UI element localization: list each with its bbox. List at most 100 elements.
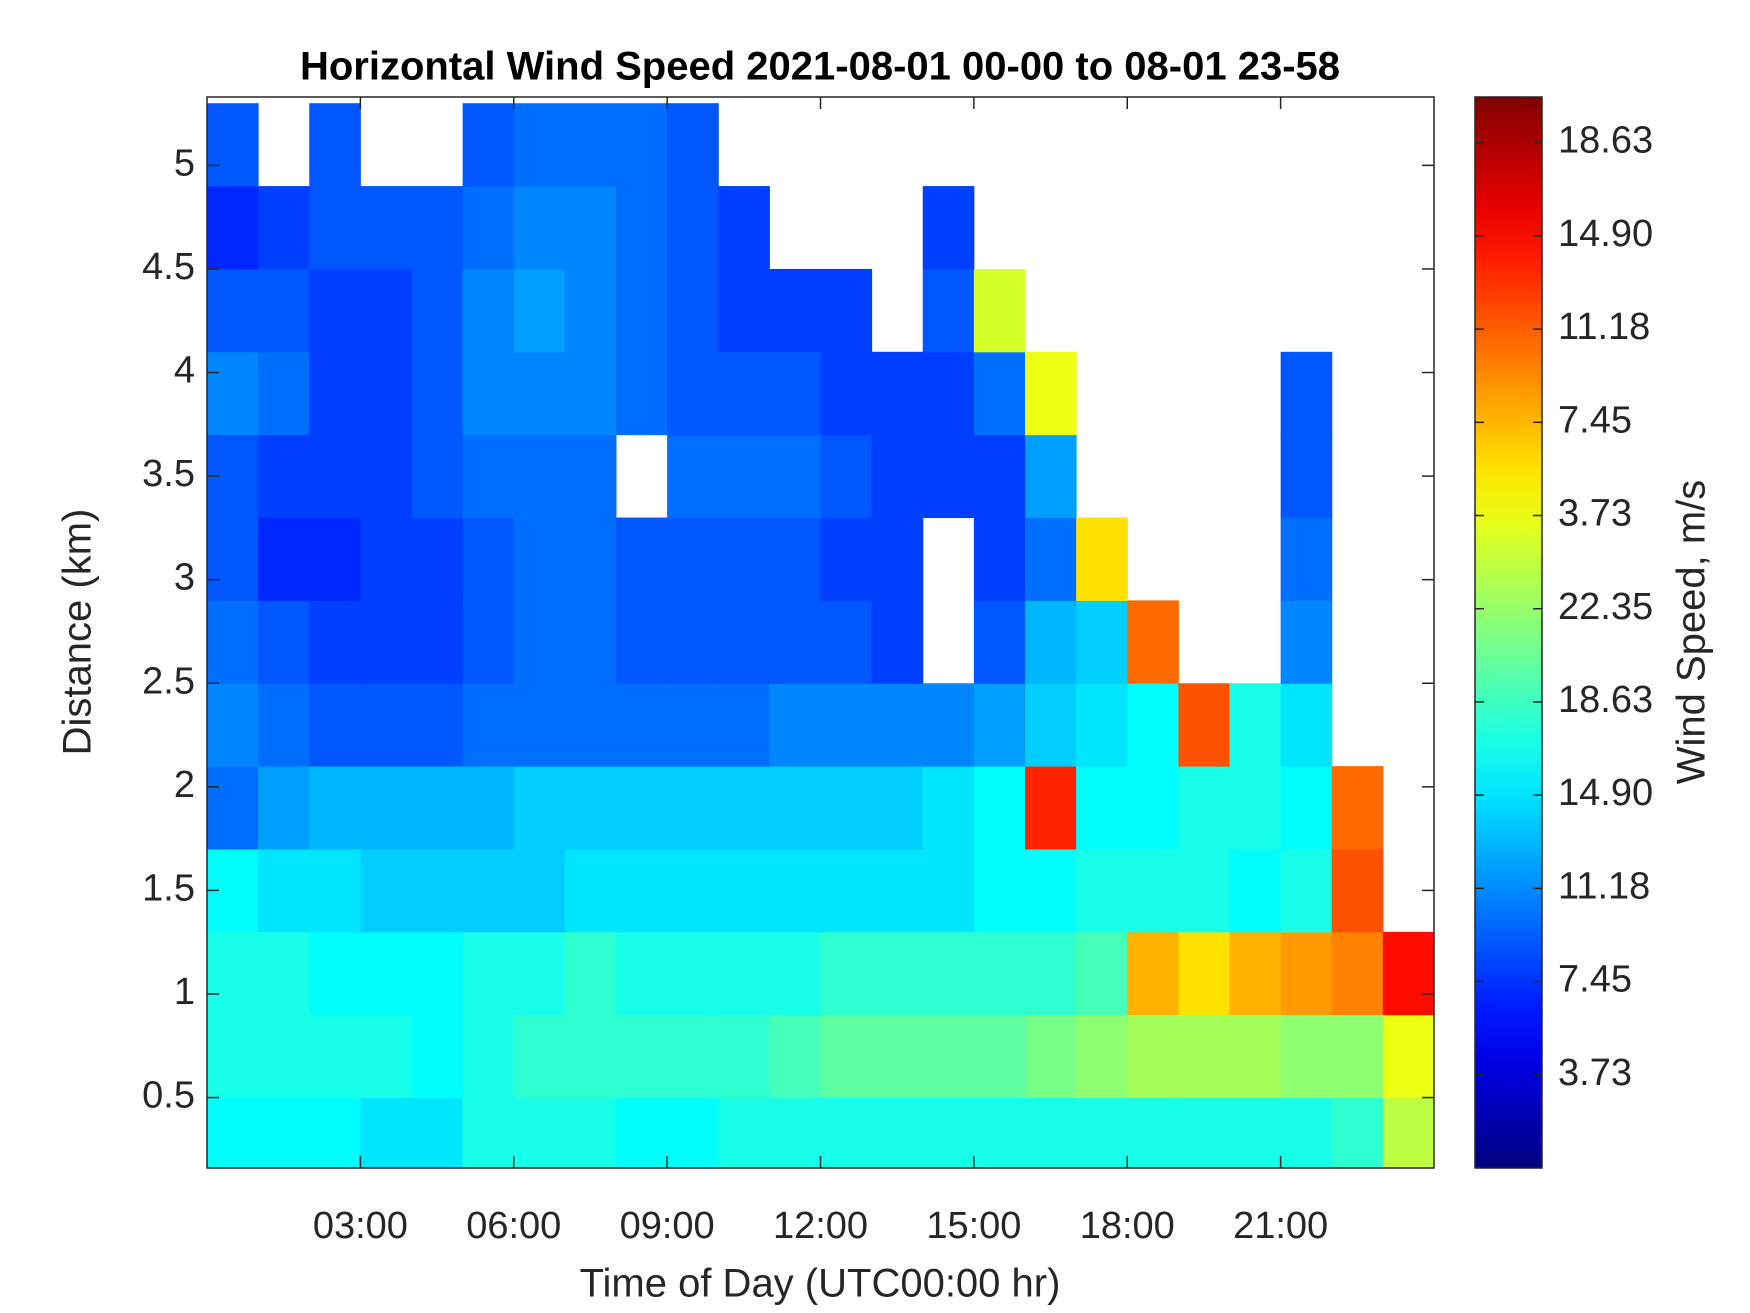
heat-cell [871, 931, 924, 1016]
heat-cell [1229, 848, 1282, 933]
heat-cell [207, 1097, 259, 1168]
heat-cell [973, 268, 1026, 353]
x-tick-label: 03:00 [313, 1205, 408, 1247]
colorbar-tick-label: 7.45 [1558, 399, 1632, 441]
heat-cell [769, 517, 821, 601]
heat-cell [1382, 1014, 1434, 1099]
heat-cell [718, 434, 770, 519]
heat-cell [1229, 766, 1282, 850]
y-tick-label: 2.5 [142, 660, 195, 702]
heat-cell [1229, 1097, 1282, 1168]
heat-cell [820, 351, 873, 436]
heat-cell [360, 186, 412, 270]
heat-cell [462, 848, 515, 933]
heat-cell [462, 1097, 515, 1168]
y-tick-label: 4.5 [142, 246, 195, 288]
heat-cell [871, 600, 924, 684]
heat-cell [667, 1014, 719, 1099]
heat-cell [1076, 931, 1128, 1016]
heat-cell [411, 517, 464, 601]
heat-cell [820, 848, 873, 933]
heat-cell [922, 1014, 975, 1099]
heat-cell [207, 186, 259, 270]
heat-cell [922, 434, 975, 519]
heat-cell [513, 351, 566, 436]
x-tick-label: 12:00 [773, 1205, 868, 1247]
heat-cell [973, 517, 1026, 601]
heat-cell [207, 351, 259, 436]
heat-cell [616, 268, 668, 353]
heat-cell [973, 683, 1026, 767]
heat-cell [820, 766, 873, 850]
heat-cell [207, 683, 259, 767]
heat-cell [411, 683, 464, 767]
heat-cell [258, 268, 310, 353]
heat-cell [360, 1014, 412, 1099]
heat-cell [922, 766, 975, 850]
heat-cell [871, 1014, 924, 1099]
heat-cell [1178, 1014, 1230, 1099]
x-tick-label: 18:00 [1080, 1205, 1175, 1247]
heat-cell [564, 186, 617, 270]
heat-cell [360, 351, 412, 436]
heat-cell [1025, 1097, 1077, 1168]
heat-cell [718, 683, 770, 767]
heat-cell [411, 434, 464, 519]
heat-cell [513, 683, 566, 767]
heat-cell [1127, 931, 1179, 1016]
heat-cell [616, 351, 668, 436]
heat-cell [258, 848, 310, 933]
heat-cell [1331, 848, 1384, 933]
heat-cell [616, 931, 668, 1016]
heat-cell [1280, 517, 1333, 601]
heat-cell [769, 766, 821, 850]
heat-cell [1382, 931, 1434, 1016]
heat-cell [258, 434, 310, 519]
heat-cell [1280, 848, 1333, 933]
heat-cell [820, 683, 873, 767]
heat-cell [718, 1097, 770, 1168]
heat-cell [871, 1097, 924, 1168]
heat-cell [922, 351, 975, 436]
heat-cell [411, 931, 464, 1016]
heat-cell [820, 600, 873, 684]
heat-cell [462, 103, 515, 187]
heat-cell [564, 600, 617, 684]
heat-cell [616, 103, 668, 187]
y-tick-label: 4 [174, 350, 195, 392]
heat-cell [564, 1014, 617, 1099]
chart-title: Horizontal Wind Speed 2021-08-01 00-00 t… [300, 45, 1340, 89]
heat-cell [309, 351, 361, 436]
heat-cell [871, 766, 924, 850]
heat-cell [1178, 683, 1230, 767]
heat-cell [718, 186, 770, 270]
heat-cell [922, 848, 975, 933]
heat-cell [1280, 600, 1333, 684]
y-tick-label: 1.5 [142, 867, 195, 909]
heat-cell [820, 434, 873, 519]
heat-cell [1076, 848, 1128, 933]
heat-cell [564, 1097, 617, 1168]
heat-cell [667, 848, 719, 933]
colorbar-tick-label: 3.73 [1558, 1052, 1632, 1094]
heat-cell [411, 1014, 464, 1099]
heat-cell [667, 351, 719, 436]
heat-cell [667, 600, 719, 684]
heat-cell [309, 268, 361, 353]
heat-cell [667, 268, 719, 353]
heat-cell [513, 931, 566, 1016]
heat-cell [258, 931, 310, 1016]
heat-cell [258, 683, 310, 767]
heat-cell [411, 600, 464, 684]
heat-cell [616, 517, 668, 601]
heat-cell [1076, 1097, 1128, 1168]
heat-cell [462, 186, 515, 270]
x-tick-label: 09:00 [620, 1205, 715, 1247]
heat-cell [1025, 434, 1077, 519]
heat-cell [207, 600, 259, 684]
heat-cell [309, 186, 361, 270]
heat-cell [667, 766, 719, 850]
colorbar-tick-label: 14.90 [1558, 213, 1653, 255]
heat-cell [820, 1014, 873, 1099]
